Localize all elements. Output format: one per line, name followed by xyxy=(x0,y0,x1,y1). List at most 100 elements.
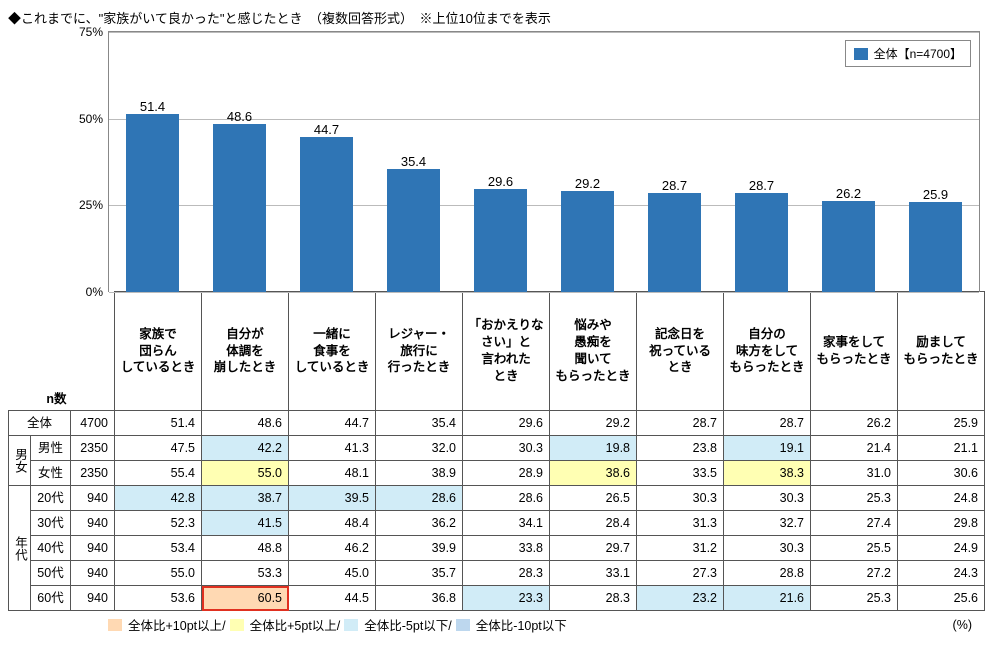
y-axis-label: 0% xyxy=(86,285,109,299)
data-cell: 28.8 xyxy=(724,561,811,586)
category-header: 悩みや愚痴を聞いてもらったとき xyxy=(550,292,637,411)
row-label: 男性 xyxy=(31,436,71,461)
bar xyxy=(561,191,613,292)
bar-value-label: 28.7 xyxy=(749,178,774,193)
category-header: 自分の味方をしてもらったとき xyxy=(724,292,811,411)
bar-value-label: 28.7 xyxy=(662,178,687,193)
data-cell: 29.2 xyxy=(550,411,637,436)
n-col-header: n数 xyxy=(9,292,71,411)
data-cell: 21.1 xyxy=(898,436,985,461)
bar-slot: 26.2 xyxy=(805,32,892,292)
data-cell: 30.3 xyxy=(724,486,811,511)
data-cell: 30.3 xyxy=(637,486,724,511)
data-cell: 51.4 xyxy=(115,411,202,436)
data-cell: 31.0 xyxy=(811,461,898,486)
data-cell: 27.4 xyxy=(811,511,898,536)
data-cell: 33.5 xyxy=(637,461,724,486)
data-cell: 30.6 xyxy=(898,461,985,486)
data-cell: 33.8 xyxy=(463,536,550,561)
data-cell: 33.1 xyxy=(550,561,637,586)
data-cell: 32.7 xyxy=(724,511,811,536)
n-cell: 940 xyxy=(71,536,115,561)
data-cell: 21.6 xyxy=(724,586,811,611)
table-row: 女性235055.455.048.138.928.938.633.538.331… xyxy=(9,461,985,486)
legend-text-orange: 全体比+10pt以上/ xyxy=(128,615,226,634)
bar-slot: 25.9 xyxy=(892,32,979,292)
bar xyxy=(735,193,787,292)
chart-legend: 全体【n=4700】 xyxy=(845,40,971,67)
data-cell: 19.8 xyxy=(550,436,637,461)
data-table: n数 家族で団らんしているとき自分が体調を崩したとき一緒に食事をしているときレジ… xyxy=(8,291,985,611)
data-cell: 38.9 xyxy=(376,461,463,486)
data-cell: 28.3 xyxy=(550,586,637,611)
data-cell: 53.3 xyxy=(202,561,289,586)
data-cell: 25.3 xyxy=(811,486,898,511)
data-cell: 31.2 xyxy=(637,536,724,561)
bar xyxy=(387,169,439,292)
data-cell: 28.4 xyxy=(550,511,637,536)
data-cell: 23.2 xyxy=(637,586,724,611)
data-cell: 24.8 xyxy=(898,486,985,511)
data-cell: 41.5 xyxy=(202,511,289,536)
data-cell: 48.1 xyxy=(289,461,376,486)
data-cell: 27.2 xyxy=(811,561,898,586)
data-cell: 28.7 xyxy=(724,411,811,436)
data-cell: 30.3 xyxy=(463,436,550,461)
data-cell: 24.3 xyxy=(898,561,985,586)
data-cell: 48.6 xyxy=(202,411,289,436)
data-cell: 42.2 xyxy=(202,436,289,461)
data-cell: 38.6 xyxy=(550,461,637,486)
data-cell: 44.7 xyxy=(289,411,376,436)
data-cell: 46.2 xyxy=(289,536,376,561)
category-header: 記念日を祝っているとき xyxy=(637,292,724,411)
table-row: 年代20代94042.838.739.528.628.626.530.330.3… xyxy=(9,486,985,511)
row-label: 50代 xyxy=(31,561,71,586)
category-header: 「おかえりなさい」と言われたとき xyxy=(463,292,550,411)
bar-value-label: 48.6 xyxy=(227,109,252,124)
bar-group: 51.448.644.735.429.629.228.728.726.225.9 xyxy=(109,32,979,292)
category-header: 家族で団らんしているとき xyxy=(115,292,202,411)
bar xyxy=(474,189,526,292)
table-row: 全体470051.448.644.735.429.629.228.728.726… xyxy=(9,411,985,436)
data-cell: 41.3 xyxy=(289,436,376,461)
data-cell: 52.3 xyxy=(115,511,202,536)
data-cell: 29.6 xyxy=(463,411,550,436)
data-cell: 39.9 xyxy=(376,536,463,561)
bar-value-label: 51.4 xyxy=(140,99,165,114)
data-cell: 55.0 xyxy=(202,461,289,486)
data-cell: 25.9 xyxy=(898,411,985,436)
data-cell: 32.0 xyxy=(376,436,463,461)
data-cell: 35.7 xyxy=(376,561,463,586)
data-cell: 47.5 xyxy=(115,436,202,461)
category-header: 自分が体調を崩したとき xyxy=(202,292,289,411)
data-cell: 24.9 xyxy=(898,536,985,561)
n-cell: 2350 xyxy=(71,436,115,461)
legend-swatch-blue xyxy=(456,619,470,631)
bar-slot: 51.4 xyxy=(109,32,196,292)
bar xyxy=(822,201,874,292)
bar-slot: 29.2 xyxy=(544,32,631,292)
n-cell: 940 xyxy=(71,511,115,536)
bar-value-label: 26.2 xyxy=(836,186,861,201)
bar-value-label: 29.2 xyxy=(575,176,600,191)
row-label: 女性 xyxy=(31,461,71,486)
table-row: 30代94052.341.548.436.234.128.431.332.727… xyxy=(9,511,985,536)
data-cell: 39.5 xyxy=(289,486,376,511)
data-cell: 26.5 xyxy=(550,486,637,511)
table-row: 60代94053.660.544.536.823.328.323.221.625… xyxy=(9,586,985,611)
data-cell: 44.5 xyxy=(289,586,376,611)
n-cell: 4700 xyxy=(71,411,115,436)
unit-label: (%) xyxy=(953,618,992,632)
data-cell: 53.4 xyxy=(115,536,202,561)
bar-slot: 35.4 xyxy=(370,32,457,292)
data-cell: 27.3 xyxy=(637,561,724,586)
bar-chart: 0%25%50%75% 51.448.644.735.429.629.228.7… xyxy=(108,31,978,291)
bar-slot: 28.7 xyxy=(631,32,718,292)
data-cell: 25.6 xyxy=(898,586,985,611)
row-label: 30代 xyxy=(31,511,71,536)
row-label: 20代 xyxy=(31,486,71,511)
bar xyxy=(300,137,352,292)
data-cell: 23.8 xyxy=(637,436,724,461)
data-cell: 55.4 xyxy=(115,461,202,486)
category-header: レジャー・旅行に行ったとき xyxy=(376,292,463,411)
